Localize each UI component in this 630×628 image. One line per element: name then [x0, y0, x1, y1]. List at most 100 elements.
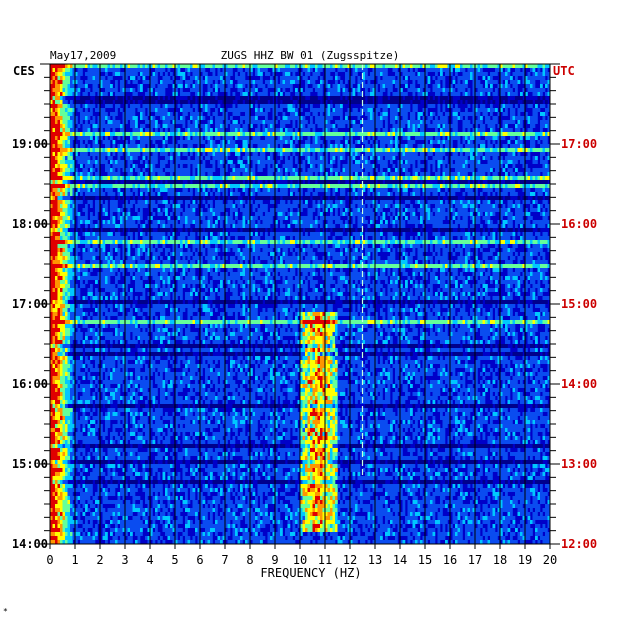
heatmap-cell — [170, 148, 173, 152]
heatmap-cell — [197, 68, 201, 72]
heatmap-cell — [312, 180, 316, 184]
heatmap-cell — [315, 136, 318, 140]
heatmap-cell — [357, 64, 361, 68]
heatmap-cell — [207, 168, 211, 172]
heatmap-cell — [155, 92, 158, 96]
heatmap-cell — [247, 100, 251, 104]
heatmap-cell — [67, 168, 71, 172]
heatmap-cell — [367, 124, 371, 128]
heatmap-cell — [485, 188, 488, 192]
heatmap-cell — [475, 84, 478, 88]
heatmap-cell — [497, 64, 501, 68]
heatmap-cell — [185, 152, 188, 156]
heatmap-cell — [492, 120, 496, 124]
heatmap-cell — [50, 116, 53, 120]
heatmap-cell — [447, 136, 451, 140]
heatmap-cell — [537, 180, 541, 184]
heatmap-cell — [512, 80, 516, 84]
heatmap-cell — [457, 176, 461, 180]
heatmap-cell — [295, 80, 298, 84]
heatmap-cell — [462, 100, 466, 104]
heatmap-cell — [407, 140, 411, 144]
heatmap-cell — [417, 132, 421, 136]
heatmap-cell — [320, 120, 323, 124]
heatmap-cell — [60, 176, 63, 180]
heatmap-cell — [197, 96, 201, 100]
heatmap-cell — [530, 176, 533, 180]
heatmap-cell — [462, 140, 466, 144]
heatmap-cell — [142, 116, 146, 120]
heatmap-cell — [340, 136, 343, 140]
heatmap-cell — [345, 112, 348, 116]
heatmap-cell — [522, 176, 526, 180]
heatmap-cell — [540, 192, 543, 196]
heatmap-cell — [370, 176, 373, 180]
heatmap-cell — [67, 80, 71, 84]
heatmap-cell — [217, 132, 221, 136]
heatmap-cell — [542, 164, 546, 168]
heatmap-cell — [92, 160, 96, 164]
heatmap-cell — [462, 148, 466, 152]
heatmap-cell — [95, 64, 98, 68]
heatmap-cell — [102, 64, 106, 68]
heatmap-cell — [462, 120, 466, 124]
heatmap-cell — [110, 156, 113, 160]
heatmap-cell — [502, 188, 506, 192]
heatmap-cell — [347, 192, 351, 196]
heatmap-cell — [335, 180, 338, 184]
heatmap-cell — [57, 176, 61, 180]
heatmap-cell — [207, 108, 211, 112]
heatmap-cell — [372, 72, 376, 76]
heatmap-cell — [395, 172, 398, 176]
heatmap-cell — [437, 140, 441, 144]
heatmap-cell — [67, 176, 71, 180]
heatmap-cell — [337, 88, 341, 92]
heatmap-cell — [507, 128, 511, 132]
heatmap-cell — [85, 192, 88, 196]
heatmap-cell — [145, 96, 148, 100]
heatmap-cell — [320, 104, 323, 108]
heatmap-cell — [62, 156, 66, 160]
heatmap-cell — [360, 100, 363, 104]
heatmap-cell — [207, 76, 211, 80]
heatmap-cell — [497, 84, 501, 88]
heatmap-cell — [510, 128, 513, 132]
heatmap-cell — [162, 176, 166, 180]
heatmap-cell — [85, 108, 88, 112]
heatmap-cell — [127, 148, 131, 152]
heatmap-cell — [447, 180, 451, 184]
heatmap-cell — [272, 120, 276, 124]
heatmap-cell — [215, 192, 218, 196]
heatmap-cell — [112, 132, 116, 136]
heatmap-cell — [422, 192, 426, 196]
heatmap-cell — [285, 196, 288, 200]
heatmap-cell — [417, 116, 421, 120]
heatmap-cell — [495, 88, 498, 92]
heatmap-cell — [85, 148, 88, 152]
heatmap-cell — [162, 64, 166, 68]
heatmap-cell — [252, 100, 256, 104]
heatmap-cell — [542, 180, 546, 184]
heatmap-cell — [477, 152, 481, 156]
heatmap-cell — [232, 180, 236, 184]
heatmap-cell — [535, 168, 538, 172]
heatmap-cell — [312, 192, 316, 196]
heatmap-cell — [242, 124, 246, 128]
heatmap-cell — [457, 116, 461, 120]
heatmap-cell — [292, 196, 296, 200]
heatmap-cell — [127, 72, 131, 76]
heatmap-cell — [432, 168, 436, 172]
heatmap-cell — [237, 160, 241, 164]
heatmap-cell — [212, 72, 216, 76]
heatmap-cell — [465, 144, 468, 148]
heatmap-cell — [142, 100, 146, 104]
heatmap-cell — [250, 92, 253, 96]
heatmap-cell — [282, 84, 286, 88]
heatmap-cell — [412, 84, 416, 88]
heatmap-cell — [312, 132, 316, 136]
heatmap-cell — [467, 76, 471, 80]
heatmap-cell — [220, 124, 223, 128]
heatmap-cell — [127, 64, 131, 68]
heatmap-cell — [350, 64, 353, 68]
heatmap-cell — [200, 88, 203, 92]
